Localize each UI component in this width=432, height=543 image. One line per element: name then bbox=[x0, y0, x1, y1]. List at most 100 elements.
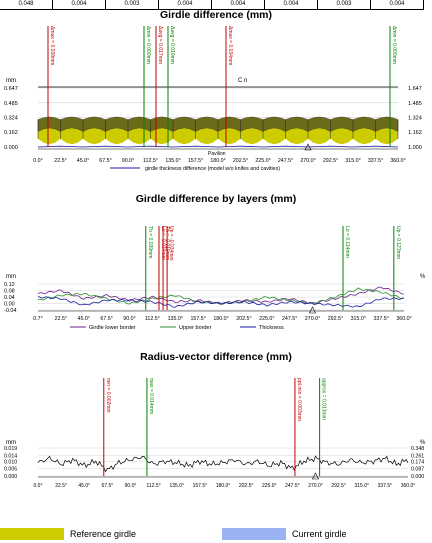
header-cell: 0.004 bbox=[212, 0, 265, 10]
layers-difference-chart: mm % 0.120.080.040.00-0.04 0.7° 22.5° 45.0° 67… bbox=[4, 226, 426, 331]
header-cell: 0.004 bbox=[159, 0, 212, 10]
x-tick-label: 225.0° bbox=[262, 483, 277, 489]
header-cell: 0.004 bbox=[265, 0, 318, 10]
x-tick-label: 225.0° bbox=[255, 158, 270, 164]
x-tick-label: 202.5° bbox=[239, 483, 254, 489]
y-tick-label: 0.014 bbox=[4, 453, 17, 459]
x-tick-label: 45.0° bbox=[78, 483, 90, 489]
header-cell: 0.003 bbox=[318, 0, 371, 10]
x-tick-label: 67.5° bbox=[99, 158, 111, 164]
x-tick-label: 247.5° bbox=[282, 316, 297, 322]
x-tick-label: 337.5° bbox=[368, 158, 383, 164]
marker-label: Δavg = 0.017mm bbox=[157, 26, 163, 64]
y-tick-label: 0.010 bbox=[4, 459, 17, 465]
y-tick-label: 0.04 bbox=[4, 295, 15, 301]
y-tick-label-right: 1.324 bbox=[408, 115, 422, 121]
radius-chart-title: Radius-vector difference (mm) bbox=[140, 351, 292, 363]
x-tick-label: 67.5° bbox=[102, 483, 114, 489]
marker-label: ppt.min = 0.003mm bbox=[296, 378, 302, 421]
marker-label: Δmin = 0.000mm bbox=[391, 26, 397, 64]
x-tick-label: 202.5° bbox=[233, 158, 248, 164]
x-tick-label: 180.0° bbox=[213, 316, 228, 322]
x-tick-label: 112.5° bbox=[147, 483, 161, 489]
marker-label: Up = 0.123mm bbox=[395, 226, 401, 259]
x-tick-label: 360.0° bbox=[401, 483, 416, 489]
legend-label: Upper border bbox=[179, 325, 212, 331]
x-tick-label: 135.0° bbox=[169, 483, 184, 489]
girdle-chart-title: Girdle difference (mm) bbox=[159, 9, 273, 21]
y-tick-label: 0.324 bbox=[4, 115, 18, 121]
x-tick-label: 67.5° bbox=[100, 316, 112, 322]
x-tick-label: 270.0° bbox=[305, 316, 320, 322]
x-tick-label: 112.5° bbox=[145, 316, 160, 322]
legend-line-label: girdle thickness difference (model w/o k… bbox=[145, 166, 280, 172]
x-tick-label: 45.0° bbox=[77, 158, 89, 164]
x-tick-label: 315.0° bbox=[345, 158, 360, 164]
y-tick-label: 0.000 bbox=[4, 145, 18, 151]
x-tick-label: 157.5° bbox=[188, 158, 203, 164]
x-tick-label: 337.5° bbox=[373, 316, 388, 322]
x-tick-label: 337.5° bbox=[378, 483, 393, 489]
x-tick-label: 157.5° bbox=[190, 316, 205, 322]
y-tick-label: 0.485 bbox=[4, 101, 18, 107]
y-unit-label: mm bbox=[6, 440, 16, 446]
y-tick-label: 0.005 bbox=[4, 467, 17, 473]
x-tick-label: 0.7° bbox=[33, 316, 42, 322]
y-tick-label: 0.00 bbox=[4, 302, 15, 308]
marker-label: max = 0.014mm bbox=[148, 378, 154, 414]
marker-label: Δmin = 0.000mm bbox=[145, 26, 151, 64]
y-tick-label: 0.162 bbox=[4, 130, 18, 136]
legend-label: Thickness bbox=[259, 325, 284, 331]
x-tick-label: 90.0° bbox=[122, 158, 134, 164]
y-tick-label-right: 1.162 bbox=[408, 130, 422, 136]
legend-label: Girdle lower border bbox=[89, 325, 136, 331]
y-tick-label-right: 1.647 bbox=[408, 86, 422, 92]
bottom-legend: Reference girdle Current girdle bbox=[0, 522, 432, 542]
y-unit-label: mm bbox=[6, 274, 16, 280]
x-tick-label: 22.5° bbox=[55, 483, 67, 489]
x-tick-label: 90.0° bbox=[123, 316, 135, 322]
x-tick-label: 292.5° bbox=[328, 316, 343, 322]
x-tick-label: 247.5° bbox=[278, 158, 293, 164]
y-unit-label-right: % bbox=[420, 440, 426, 446]
x-tick-label: 0.0° bbox=[33, 158, 42, 164]
x-tick-label: 315.0° bbox=[351, 316, 366, 322]
x-tick-label: 225.0° bbox=[259, 316, 274, 322]
y-tick-label-right: 0.261 bbox=[411, 453, 424, 459]
y-tick-label: 0.12 bbox=[4, 282, 15, 288]
marker-label: Δavg = 0.019mm bbox=[169, 26, 175, 64]
thickness-difference-line bbox=[37, 145, 399, 148]
x-tick-label: 292.5° bbox=[323, 158, 338, 164]
x-tick-label: 180.0° bbox=[210, 158, 225, 164]
marker-label: Up = -0.034mm bbox=[168, 226, 174, 261]
x-tick-label: 247.5° bbox=[285, 483, 300, 489]
header-cell: 0.004 bbox=[53, 0, 106, 10]
x-tick-label: 45.0° bbox=[78, 316, 90, 322]
triangle-marker bbox=[312, 472, 319, 480]
x-tick-label: 135.0° bbox=[168, 316, 183, 322]
x-tick-label: 90.0° bbox=[125, 483, 137, 489]
current-girdle-label: Current girdle bbox=[292, 529, 347, 539]
x-tick-label: 22.5° bbox=[54, 158, 66, 164]
header-cell: 0.004 bbox=[371, 0, 424, 10]
section-label: Pavilion bbox=[208, 151, 226, 157]
y-unit-label-right: % bbox=[420, 274, 426, 280]
x-tick-label: 202.5° bbox=[236, 316, 251, 322]
y-tick-label-right: 0.174 bbox=[411, 459, 424, 465]
x-tick-label: 180.0° bbox=[216, 483, 231, 489]
marker-label: min = 0.002mm bbox=[105, 378, 111, 413]
current-girdle-swatch bbox=[222, 528, 286, 540]
crown-label: C n bbox=[238, 78, 247, 84]
y-tick-label-right: 0.000 bbox=[411, 474, 424, 480]
header-cell: 0.048 bbox=[0, 0, 53, 10]
y-tick-label-right: 0.087 bbox=[411, 467, 424, 473]
x-tick-label: 315.0° bbox=[354, 483, 369, 489]
x-tick-label: 112.5° bbox=[143, 158, 158, 164]
x-tick-label: 0.0° bbox=[34, 483, 43, 489]
y-tick-label-right: 0.348 bbox=[411, 446, 424, 452]
triangle-marker bbox=[309, 306, 316, 314]
x-tick-label: 135.0° bbox=[165, 158, 180, 164]
reference-girdle-label: Reference girdle bbox=[70, 529, 137, 539]
header-cell: 0.003 bbox=[106, 0, 159, 10]
